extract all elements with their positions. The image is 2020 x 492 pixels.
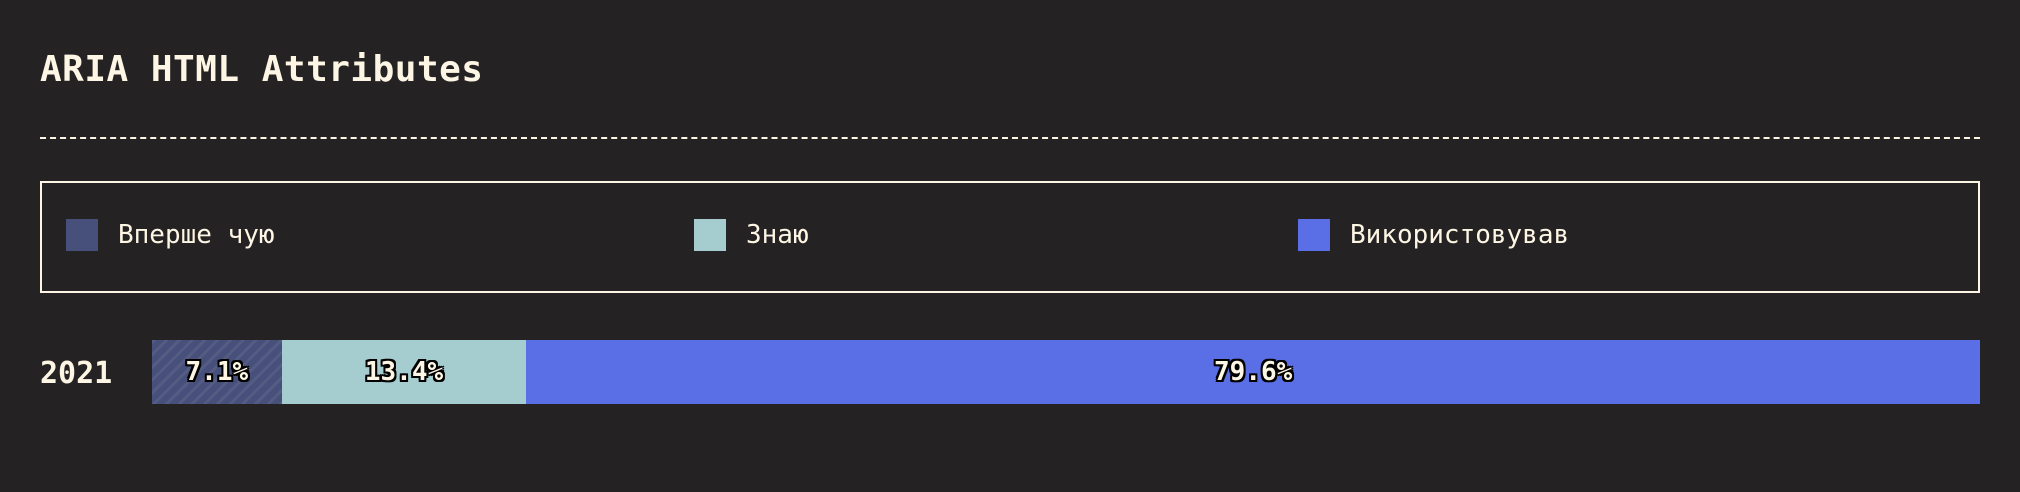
chart-title: ARIA HTML Attributes xyxy=(40,49,484,90)
legend-item-heard[interactable]: Вперше чую xyxy=(66,219,275,251)
legend-label-used: Використовував xyxy=(1350,220,1570,250)
legend-swatch-used xyxy=(1298,219,1330,251)
bar-label-know: 13.4% xyxy=(364,357,444,387)
legend: Вперше чую Знаю Використовував xyxy=(40,181,1980,293)
stacked-bar-2021: 7.1% 13.4% 79.6% xyxy=(152,340,1980,404)
title-divider xyxy=(40,137,1980,139)
bar-label-heard: 7.1% xyxy=(185,357,249,387)
bar-segment-heard[interactable]: 7.1% xyxy=(152,340,282,404)
legend-swatch-know xyxy=(694,219,726,251)
legend-label-know: Знаю xyxy=(746,220,809,250)
legend-swatch-heard xyxy=(66,219,98,251)
bar-segment-used[interactable]: 79.6% xyxy=(526,340,1980,404)
row-label-2021: 2021 xyxy=(40,356,113,391)
bar-segment-know[interactable]: 13.4% xyxy=(281,340,527,404)
legend-item-know[interactable]: Знаю xyxy=(694,219,809,251)
bar-label-used: 79.6% xyxy=(1214,357,1293,387)
legend-label-heard: Вперше чую xyxy=(118,220,275,250)
legend-item-used[interactable]: Використовував xyxy=(1298,219,1569,251)
